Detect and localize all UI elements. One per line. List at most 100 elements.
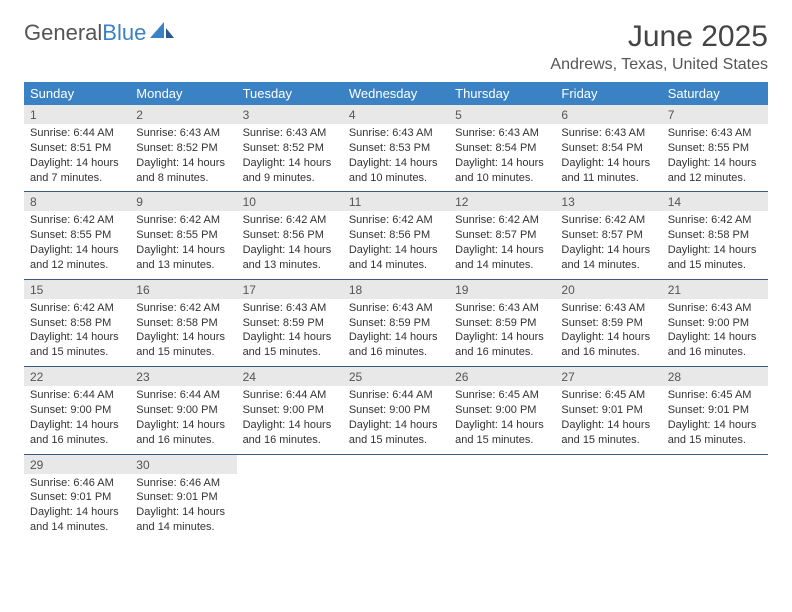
daylight-2: and 16 minutes. [243, 433, 337, 448]
day-number: 15 [24, 280, 130, 299]
sunset: Sunset: 8:56 PM [243, 228, 337, 243]
daylight-2: and 15 minutes. [30, 345, 124, 360]
day-info: Sunrise: 6:44 AMSunset: 9:00 PMDaylight:… [237, 386, 343, 454]
dow-friday: Friday [555, 82, 661, 105]
daylight-1: Daylight: 14 hours [349, 156, 443, 171]
day-info [449, 474, 555, 541]
daylight-1: Daylight: 14 hours [349, 243, 443, 258]
daylight-2: and 16 minutes. [668, 345, 762, 360]
day-number: 29 [24, 455, 130, 474]
info-row: Sunrise: 6:42 AMSunset: 8:58 PMDaylight:… [24, 299, 768, 367]
daylight-1: Daylight: 14 hours [349, 330, 443, 345]
dow-monday: Monday [130, 82, 236, 105]
daynum-row: 891011121314 [24, 192, 768, 211]
sunrise: Sunrise: 6:43 AM [455, 301, 549, 316]
sunrise: Sunrise: 6:42 AM [136, 301, 230, 316]
day-info: Sunrise: 6:43 AMSunset: 8:59 PMDaylight:… [237, 299, 343, 367]
daylight-2: and 10 minutes. [349, 171, 443, 186]
day-number: 8 [24, 192, 130, 211]
day-info: Sunrise: 6:46 AMSunset: 9:01 PMDaylight:… [24, 474, 130, 541]
day-number: 5 [449, 105, 555, 124]
daylight-1: Daylight: 14 hours [136, 156, 230, 171]
logo-text-2: Blue [102, 20, 146, 46]
daynum-row: 22232425262728 [24, 367, 768, 386]
daylight-1: Daylight: 14 hours [561, 418, 655, 433]
sunset: Sunset: 8:56 PM [349, 228, 443, 243]
info-row: Sunrise: 6:42 AMSunset: 8:55 PMDaylight:… [24, 211, 768, 279]
sunrise: Sunrise: 6:43 AM [561, 126, 655, 141]
daylight-1: Daylight: 14 hours [349, 418, 443, 433]
day-number: 18 [343, 280, 449, 299]
sunrise: Sunrise: 6:42 AM [30, 213, 124, 228]
daylight-2: and 15 minutes. [136, 345, 230, 360]
sunset: Sunset: 8:52 PM [136, 141, 230, 156]
sunset: Sunset: 8:55 PM [136, 228, 230, 243]
day-number [449, 455, 555, 474]
day-number [237, 455, 343, 474]
dow-wednesday: Wednesday [343, 82, 449, 105]
sunrise: Sunrise: 6:44 AM [30, 388, 124, 403]
sunrise: Sunrise: 6:46 AM [30, 476, 124, 491]
day-info: Sunrise: 6:44 AMSunset: 9:00 PMDaylight:… [343, 386, 449, 454]
daylight-2: and 13 minutes. [243, 258, 337, 273]
day-number: 6 [555, 105, 661, 124]
daylight-2: and 12 minutes. [30, 258, 124, 273]
day-info: Sunrise: 6:43 AMSunset: 8:59 PMDaylight:… [343, 299, 449, 367]
sunrise: Sunrise: 6:43 AM [243, 301, 337, 316]
daylight-2: and 16 minutes. [349, 345, 443, 360]
sunrise: Sunrise: 6:46 AM [136, 476, 230, 491]
daylight-1: Daylight: 14 hours [30, 330, 124, 345]
info-row: Sunrise: 6:44 AMSunset: 9:00 PMDaylight:… [24, 386, 768, 454]
sunrise: Sunrise: 6:42 AM [136, 213, 230, 228]
daylight-1: Daylight: 14 hours [668, 156, 762, 171]
daylight-1: Daylight: 14 hours [561, 243, 655, 258]
sunset: Sunset: 8:54 PM [455, 141, 549, 156]
sunset: Sunset: 8:59 PM [349, 316, 443, 331]
daynum-row: 2930 [24, 455, 768, 474]
sunrise: Sunrise: 6:43 AM [136, 126, 230, 141]
info-row: Sunrise: 6:46 AMSunset: 9:01 PMDaylight:… [24, 474, 768, 541]
sunrise: Sunrise: 6:42 AM [30, 301, 124, 316]
sunset: Sunset: 8:51 PM [30, 141, 124, 156]
day-info: Sunrise: 6:42 AMSunset: 8:58 PMDaylight:… [662, 211, 768, 279]
sunset: Sunset: 9:00 PM [455, 403, 549, 418]
daylight-2: and 14 minutes. [136, 520, 230, 535]
daylight-2: and 12 minutes. [668, 171, 762, 186]
day-info: Sunrise: 6:43 AMSunset: 9:00 PMDaylight:… [662, 299, 768, 367]
day-info: Sunrise: 6:43 AMSunset: 8:54 PMDaylight:… [555, 124, 661, 192]
day-info [555, 474, 661, 541]
daylight-2: and 13 minutes. [136, 258, 230, 273]
daylight-2: and 15 minutes. [349, 433, 443, 448]
day-info: Sunrise: 6:43 AMSunset: 8:52 PMDaylight:… [237, 124, 343, 192]
daylight-1: Daylight: 14 hours [136, 243, 230, 258]
sunrise: Sunrise: 6:42 AM [668, 213, 762, 228]
daylight-2: and 15 minutes. [243, 345, 337, 360]
day-info: Sunrise: 6:44 AMSunset: 9:00 PMDaylight:… [130, 386, 236, 454]
day-number: 3 [237, 105, 343, 124]
sunset: Sunset: 9:01 PM [136, 490, 230, 505]
day-number: 2 [130, 105, 236, 124]
day-number: 30 [130, 455, 236, 474]
day-number: 19 [449, 280, 555, 299]
day-number: 16 [130, 280, 236, 299]
sunrise: Sunrise: 6:44 AM [243, 388, 337, 403]
daylight-1: Daylight: 14 hours [136, 330, 230, 345]
daylight-1: Daylight: 14 hours [30, 243, 124, 258]
sunrise: Sunrise: 6:42 AM [243, 213, 337, 228]
dow-saturday: Saturday [662, 82, 768, 105]
sunset: Sunset: 9:00 PM [30, 403, 124, 418]
sunrise: Sunrise: 6:43 AM [349, 126, 443, 141]
day-number: 20 [555, 280, 661, 299]
daylight-2: and 15 minutes. [561, 433, 655, 448]
daylight-1: Daylight: 14 hours [243, 330, 337, 345]
sunset: Sunset: 8:55 PM [668, 141, 762, 156]
sunrise: Sunrise: 6:45 AM [668, 388, 762, 403]
day-info: Sunrise: 6:43 AMSunset: 8:59 PMDaylight:… [449, 299, 555, 367]
day-info: Sunrise: 6:42 AMSunset: 8:56 PMDaylight:… [237, 211, 343, 279]
sunset: Sunset: 8:58 PM [668, 228, 762, 243]
daylight-1: Daylight: 14 hours [30, 505, 124, 520]
sunrise: Sunrise: 6:43 AM [668, 301, 762, 316]
dow-thursday: Thursday [449, 82, 555, 105]
daynum-row: 1234567 [24, 105, 768, 124]
day-info: Sunrise: 6:43 AMSunset: 8:55 PMDaylight:… [662, 124, 768, 192]
